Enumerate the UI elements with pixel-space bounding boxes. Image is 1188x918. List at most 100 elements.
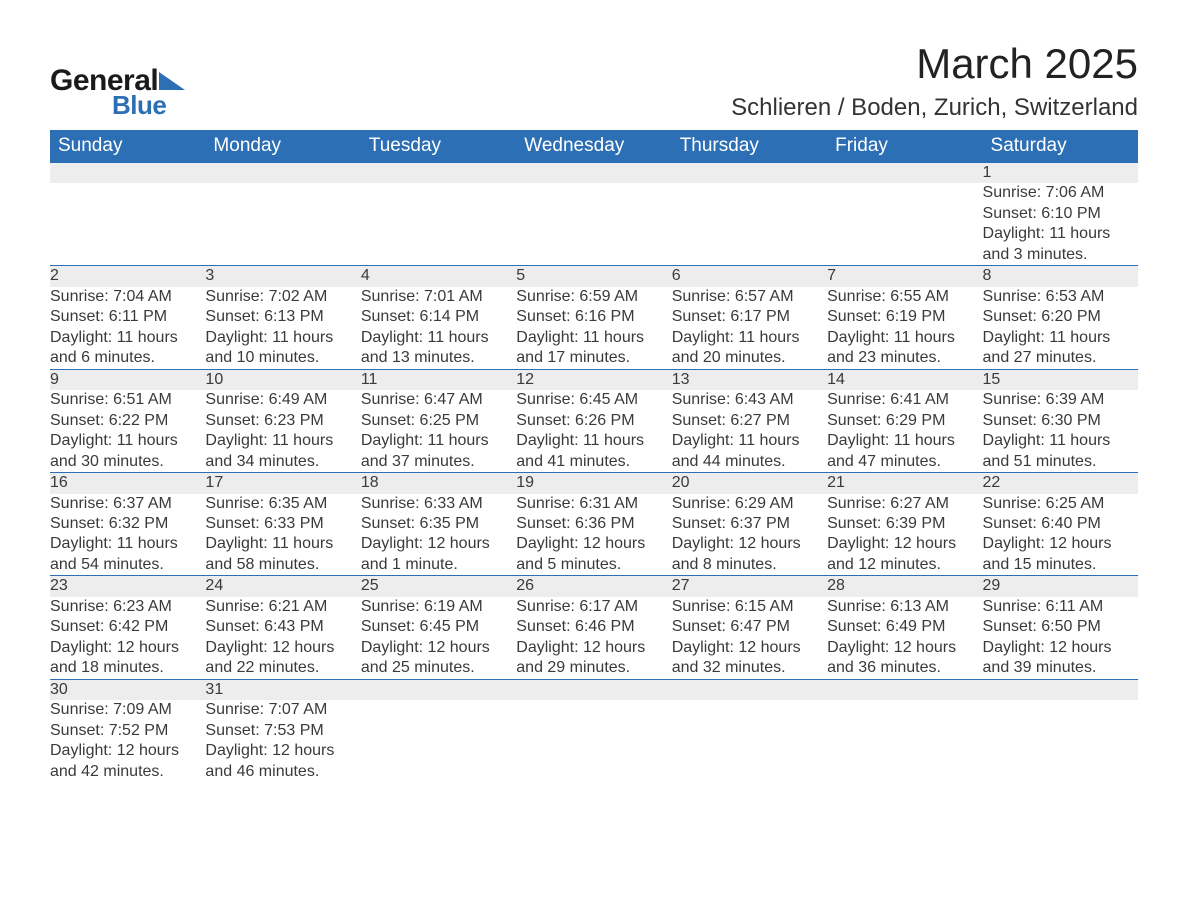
day-number-cell: 13: [672, 369, 827, 390]
day-info-line: and 47 minutes.: [827, 452, 982, 472]
day-info-line: and 51 minutes.: [983, 452, 1138, 472]
day-info-line: Daylight: 11 hours: [983, 431, 1138, 451]
day-info-line: Sunrise: 7:06 AM: [983, 183, 1138, 203]
day-info-line: Sunrise: 6:49 AM: [205, 390, 360, 410]
day-info-line: Daylight: 11 hours: [827, 431, 982, 451]
day-info-line: Sunrise: 6:19 AM: [361, 597, 516, 617]
day-info-line: Sunrise: 6:59 AM: [516, 287, 671, 307]
day-number-cell: [672, 679, 827, 700]
weekday-header: Thursday: [672, 130, 827, 163]
day-number-cell: 8: [983, 266, 1138, 287]
day-info-line: Daylight: 11 hours: [50, 431, 205, 451]
day-info-line: Sunrise: 6:57 AM: [672, 287, 827, 307]
day-info-cell: Sunrise: 6:25 AMSunset: 6:40 PMDaylight:…: [983, 494, 1138, 576]
day-info-line: and 15 minutes.: [983, 555, 1138, 575]
header: General Blue March 2025 Schlieren / Bode…: [50, 40, 1138, 130]
day-info-line: Sunrise: 7:09 AM: [50, 700, 205, 720]
day-info-line: Daylight: 11 hours: [672, 328, 827, 348]
day-info-line: Sunset: 6:16 PM: [516, 307, 671, 327]
day-info-cell: Sunrise: 7:07 AMSunset: 7:53 PMDaylight:…: [205, 700, 360, 782]
day-info-line: Sunset: 6:23 PM: [205, 411, 360, 431]
day-number-cell: 18: [361, 473, 516, 494]
day-info-line: Daylight: 11 hours: [205, 534, 360, 554]
day-info-line: Daylight: 12 hours: [361, 638, 516, 658]
day-number-cell: 1: [983, 163, 1138, 183]
day-info-line: Daylight: 11 hours: [516, 431, 671, 451]
day-info-line: and 8 minutes.: [672, 555, 827, 575]
day-info-line: and 27 minutes.: [983, 348, 1138, 368]
location-subtitle: Schlieren / Boden, Zurich, Switzerland: [731, 94, 1138, 122]
day-info-line: Sunrise: 6:29 AM: [672, 494, 827, 514]
day-number-cell: 31: [205, 679, 360, 700]
day-info-line: and 12 minutes.: [827, 555, 982, 575]
day-info-cell: Sunrise: 6:41 AMSunset: 6:29 PMDaylight:…: [827, 390, 982, 472]
day-number-cell: [50, 163, 205, 183]
day-number-cell: 19: [516, 473, 671, 494]
day-number-cell: 30: [50, 679, 205, 700]
day-info-line: Sunset: 6:30 PM: [983, 411, 1138, 431]
logo-triangle-icon: [159, 72, 185, 90]
day-info-cell: Sunrise: 6:19 AMSunset: 6:45 PMDaylight:…: [361, 597, 516, 679]
day-info-cell: Sunrise: 6:47 AMSunset: 6:25 PMDaylight:…: [361, 390, 516, 472]
day-info-line: and 10 minutes.: [205, 348, 360, 368]
day-info-line: and 17 minutes.: [516, 348, 671, 368]
day-info-cell: Sunrise: 6:35 AMSunset: 6:33 PMDaylight:…: [205, 494, 360, 576]
day-info-cell: Sunrise: 6:59 AMSunset: 6:16 PMDaylight:…: [516, 287, 671, 369]
day-info-line: Daylight: 12 hours: [672, 534, 827, 554]
day-number-cell: 20: [672, 473, 827, 494]
day-info-line: Sunset: 6:37 PM: [672, 514, 827, 534]
day-info-line: and 22 minutes.: [205, 658, 360, 678]
day-info-line: and 44 minutes.: [672, 452, 827, 472]
day-info-line: and 20 minutes.: [672, 348, 827, 368]
day-number-cell: 12: [516, 369, 671, 390]
day-info-line: Daylight: 11 hours: [983, 224, 1138, 244]
day-number-cell: 24: [205, 576, 360, 597]
day-info-line: and 58 minutes.: [205, 555, 360, 575]
day-info-line: Daylight: 12 hours: [983, 534, 1138, 554]
day-info-line: and 39 minutes.: [983, 658, 1138, 678]
weekday-header: Tuesday: [361, 130, 516, 163]
day-number-cell: 16: [50, 473, 205, 494]
weekday-header: Sunday: [50, 130, 205, 163]
day-info-line: Sunset: 6:10 PM: [983, 204, 1138, 224]
day-info-line: Sunrise: 6:15 AM: [672, 597, 827, 617]
day-number-cell: [827, 163, 982, 183]
day-info-line: Daylight: 12 hours: [205, 741, 360, 761]
day-info-line: Sunrise: 6:51 AM: [50, 390, 205, 410]
weekday-header: Monday: [205, 130, 360, 163]
day-info-cell: Sunrise: 6:17 AMSunset: 6:46 PMDaylight:…: [516, 597, 671, 679]
day-info-line: and 36 minutes.: [827, 658, 982, 678]
day-info-line: Sunset: 6:42 PM: [50, 617, 205, 637]
day-info-line: Daylight: 11 hours: [983, 328, 1138, 348]
day-number-cell: [205, 163, 360, 183]
day-info-line: and 41 minutes.: [516, 452, 671, 472]
day-number-cell: 11: [361, 369, 516, 390]
month-title: March 2025: [731, 40, 1138, 88]
day-info-line: Sunset: 6:22 PM: [50, 411, 205, 431]
day-info-line: Daylight: 12 hours: [827, 534, 982, 554]
day-info-line: Sunrise: 6:17 AM: [516, 597, 671, 617]
day-info-line: Sunset: 6:19 PM: [827, 307, 982, 327]
day-info-cell: Sunrise: 6:57 AMSunset: 6:17 PMDaylight:…: [672, 287, 827, 369]
day-info-line: and 42 minutes.: [50, 762, 205, 782]
day-info-cell: [205, 183, 360, 265]
calendar-week-info-row: Sunrise: 7:09 AMSunset: 7:52 PMDaylight:…: [50, 700, 1138, 782]
calendar-table: SundayMondayTuesdayWednesdayThursdayFrid…: [50, 130, 1138, 782]
day-info-line: and 18 minutes.: [50, 658, 205, 678]
day-info-line: Sunrise: 7:01 AM: [361, 287, 516, 307]
day-number-cell: 10: [205, 369, 360, 390]
day-info-cell: [672, 700, 827, 782]
day-info-line: Sunset: 6:45 PM: [361, 617, 516, 637]
day-info-line: Daylight: 11 hours: [672, 431, 827, 451]
day-info-line: Sunset: 6:33 PM: [205, 514, 360, 534]
day-info-line: Sunrise: 6:47 AM: [361, 390, 516, 410]
day-number-cell: 7: [827, 266, 982, 287]
day-info-cell: Sunrise: 6:43 AMSunset: 6:27 PMDaylight:…: [672, 390, 827, 472]
day-info-cell: [361, 183, 516, 265]
day-number-cell: 27: [672, 576, 827, 597]
day-number-cell: [361, 163, 516, 183]
day-info-cell: [50, 183, 205, 265]
day-info-line: Sunset: 6:11 PM: [50, 307, 205, 327]
day-number-cell: 3: [205, 266, 360, 287]
day-info-line: Sunrise: 7:04 AM: [50, 287, 205, 307]
